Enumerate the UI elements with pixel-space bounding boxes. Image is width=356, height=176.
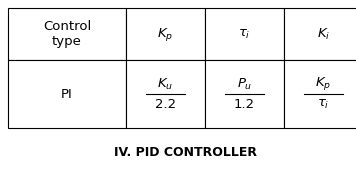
Text: 1.2: 1.2 <box>234 98 255 111</box>
Text: $\mathit{K}_{p}$: $\mathit{K}_{p}$ <box>157 26 174 42</box>
Bar <box>205 60 284 128</box>
Text: $\mathit{K}_{u}$: $\mathit{K}_{u}$ <box>157 76 174 92</box>
Bar <box>8 60 126 128</box>
Text: $\mathit{P}_{u}$: $\mathit{P}_{u}$ <box>237 76 252 92</box>
Bar <box>126 60 205 128</box>
Bar <box>284 8 356 60</box>
Text: $\mathit{\tau}_{i}$: $\mathit{\tau}_{i}$ <box>317 98 330 111</box>
Text: Control
type: Control type <box>43 20 91 48</box>
Text: IV. PID CONTROLLER: IV. PID CONTROLLER <box>114 146 257 159</box>
Text: $\mathit{\tau}_{i}$: $\mathit{\tau}_{i}$ <box>238 27 251 40</box>
Text: PI: PI <box>61 87 73 100</box>
Text: $\mathit{K}_{i}$: $\mathit{K}_{i}$ <box>317 26 330 42</box>
Bar <box>8 8 126 60</box>
Text: 2.2: 2.2 <box>155 98 176 111</box>
Bar <box>126 8 205 60</box>
Bar <box>284 60 356 128</box>
Bar <box>205 8 284 60</box>
Text: $\mathit{K}_{p}$: $\mathit{K}_{p}$ <box>315 76 331 93</box>
